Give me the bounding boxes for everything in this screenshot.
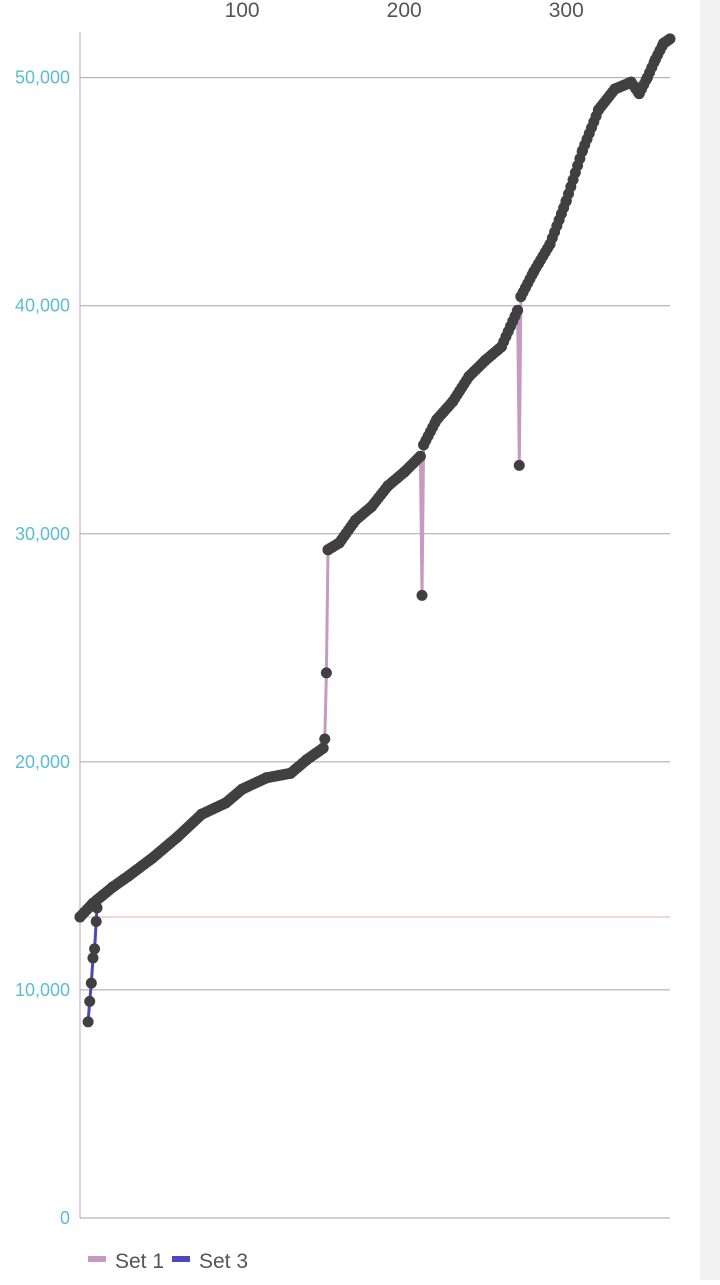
data-point xyxy=(236,783,248,795)
data-point xyxy=(90,916,102,927)
legend[interactable]: Set 1 Set 3 xyxy=(88,1250,248,1273)
data-point xyxy=(320,667,332,679)
data-point xyxy=(641,72,653,84)
data-point xyxy=(515,291,527,303)
y-tick-label: 10,000 xyxy=(15,980,70,1000)
data-point xyxy=(322,544,334,556)
y-tick-label: 0 xyxy=(60,1208,70,1228)
data-point xyxy=(576,145,588,157)
x-tick-label: 300 xyxy=(549,0,584,22)
data-point xyxy=(418,439,430,451)
data-point xyxy=(633,88,645,100)
data-point xyxy=(301,754,313,766)
data-point xyxy=(513,459,525,471)
legend-swatch xyxy=(172,1256,190,1262)
legend-label: Set 1 xyxy=(115,1250,164,1273)
line-chart: 0 10,000 20,000 30,000 40,000 50,000 100 200 30… xyxy=(15,0,676,1273)
data-point xyxy=(416,589,428,601)
data-point xyxy=(333,537,345,549)
data-point xyxy=(106,881,118,893)
data-point xyxy=(544,238,556,250)
data-point xyxy=(593,104,605,116)
data-point xyxy=(528,265,540,277)
data-point xyxy=(350,514,362,526)
y-tick-label: 50,000 xyxy=(15,68,70,88)
data-point xyxy=(147,852,159,864)
y-tick-label: 40,000 xyxy=(15,296,70,316)
series-lines xyxy=(78,37,671,1023)
data-point xyxy=(609,83,621,95)
data-point xyxy=(89,943,101,955)
data-point xyxy=(398,466,410,478)
legend-swatch xyxy=(88,1256,106,1262)
data-point xyxy=(479,354,491,366)
data-point xyxy=(87,952,99,964)
y-tick-label: 20,000 xyxy=(15,752,70,772)
data-point xyxy=(382,480,394,492)
data-point xyxy=(220,797,232,809)
y-tick-label: 30,000 xyxy=(15,524,70,544)
data-point xyxy=(463,370,475,382)
chart-area: 0 10,000 20,000 30,000 40,000 50,000 100 200 30… xyxy=(14,0,720,1280)
data-point xyxy=(91,902,103,914)
data-point xyxy=(512,304,524,316)
data-point xyxy=(74,911,86,923)
axes xyxy=(79,32,670,1219)
scrollbar-track[interactable] xyxy=(700,0,720,1280)
data-point xyxy=(85,977,97,989)
data-point xyxy=(260,772,272,784)
data-point xyxy=(560,195,572,207)
data-point xyxy=(171,831,183,843)
series-line-1 xyxy=(78,37,671,918)
data-point xyxy=(366,500,378,512)
data-point xyxy=(319,733,331,745)
legend-item-2[interactable]: Set 3 xyxy=(172,1250,248,1273)
data-point xyxy=(285,767,297,779)
data-point xyxy=(84,995,96,1007)
data-point xyxy=(123,870,135,882)
legend-label: Set 3 xyxy=(199,1250,248,1273)
data-point xyxy=(664,33,676,45)
data-point xyxy=(414,450,426,462)
data-point xyxy=(495,341,507,353)
x-tick-labels: 100 200 300 xyxy=(225,0,584,22)
data-point xyxy=(196,808,208,820)
data-points xyxy=(74,33,676,1028)
data-point xyxy=(447,395,459,407)
data-point xyxy=(82,1016,94,1028)
data-point xyxy=(431,414,443,426)
data-point xyxy=(317,742,329,754)
data-point xyxy=(625,76,637,88)
data-point xyxy=(649,53,661,65)
x-tick-label: 200 xyxy=(387,0,422,22)
y-tick-labels: 0 10,000 20,000 30,000 40,000 50,000 xyxy=(15,68,70,1228)
x-tick-label: 100 xyxy=(225,0,260,22)
legend-item-1[interactable]: Set 1 xyxy=(88,1250,164,1273)
grid-lines xyxy=(80,77,670,991)
